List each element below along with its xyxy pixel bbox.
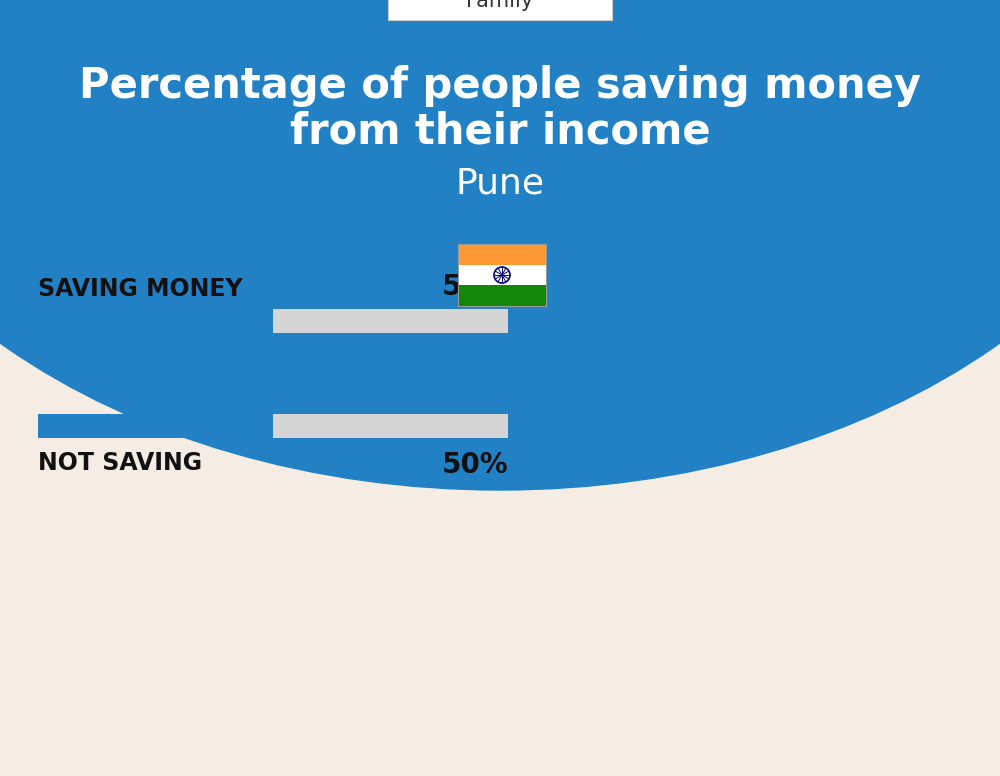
Circle shape [501, 274, 503, 276]
Text: Family: Family [466, 0, 534, 11]
Bar [38, 414, 508, 438]
Ellipse shape [0, 0, 1000, 490]
Text: from their income: from their income [290, 110, 710, 152]
Text: 50%: 50% [441, 451, 508, 479]
Text: SAVING MONEY: SAVING MONEY [38, 277, 243, 301]
Bar [458, 286, 546, 306]
Bar [38, 309, 273, 333]
Bar [458, 244, 546, 265]
Text: 50%: 50% [441, 273, 508, 301]
Bar [38, 309, 508, 333]
FancyBboxPatch shape [388, 0, 612, 20]
Text: NOT SAVING: NOT SAVING [38, 451, 202, 475]
Bar [458, 265, 546, 286]
Bar [458, 244, 546, 306]
Text: Percentage of people saving money: Percentage of people saving money [79, 65, 921, 107]
Bar [38, 414, 273, 438]
Text: Pune: Pune [456, 167, 544, 201]
